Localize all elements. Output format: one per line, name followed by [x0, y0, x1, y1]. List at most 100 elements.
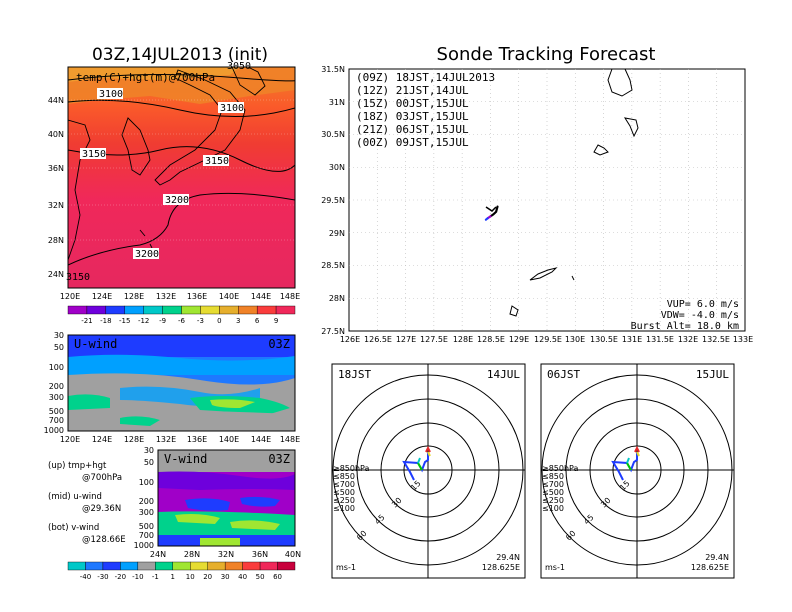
u-wind-y-ticks: 30 50 100 200 300 500 700 1000	[44, 331, 64, 435]
colorbar-swatch	[124, 305, 144, 315]
contour-label: 3100	[99, 89, 123, 100]
lat-tick: 30.5N	[321, 130, 345, 139]
lat-tick: 31N	[329, 98, 345, 107]
pressure-legend-item: ≤500	[333, 488, 355, 497]
colorbar-swatch	[172, 561, 191, 571]
temp-map-panel: 03Z,14JUL2013 (init) 3050 temp(	[48, 45, 300, 325]
lat-tick: 28N	[48, 236, 64, 245]
legend-entry: (09Z) 18JST,14JUL2013	[356, 71, 495, 84]
pressure-tick: 50	[54, 343, 64, 352]
colorbar-swatch	[224, 561, 243, 571]
colorbar-swatch	[275, 305, 296, 315]
colorbar-label: -12	[138, 317, 149, 325]
lon-tick: 144E	[251, 435, 271, 444]
colorbar-swatch	[200, 305, 220, 315]
colorbar-swatch	[120, 561, 139, 571]
pressure-tick: 200	[49, 382, 64, 391]
hodograph-panel-2: 06JST 15JUL 29.4N 128.625E ms-1 15 30 45…	[540, 363, 735, 579]
colorbar-swatch	[277, 561, 296, 571]
pressure-tick: 100	[139, 478, 154, 487]
lon-tick: 124E	[92, 435, 112, 444]
trajectory-segment	[484, 217, 489, 221]
colorbar-label: -1	[152, 573, 159, 581]
pressure-tick: 700	[49, 416, 64, 425]
lon-tick: 129E	[509, 335, 529, 344]
colorbar-swatch	[256, 305, 277, 315]
lat-tick: 28N	[184, 550, 200, 559]
colorbar-swatch	[242, 561, 261, 571]
temp-colorbar: -21 -18 -15 -12 -9 -6 -3 0 3 6 9	[67, 305, 296, 325]
hodo-1-lon: 128.625E	[482, 563, 520, 572]
lon-tick: 131.5E	[646, 335, 674, 344]
pressure-legend-item: ≥850hPa	[333, 464, 370, 473]
colorbar-swatch	[86, 305, 107, 315]
sonde-legend: (09Z) 18JST,14JUL2013 (12Z) 21JST,14JUL …	[356, 71, 495, 149]
contour-label: 3150	[205, 156, 229, 167]
pressure-legend-item: ≤700	[542, 480, 564, 489]
lon-tick: 144E	[251, 292, 271, 301]
colorbar-label: -20	[115, 573, 126, 581]
hodograph-panel-1: 18JST 14JUL 29.4N 128.625E ms-1 15 30 45…	[331, 363, 526, 579]
hodo-1-lat: 29.4N	[496, 553, 520, 562]
lat-tick: 31.5N	[321, 65, 345, 74]
sonde-params: VUP= 6.0 m/s VDW= -4.0 m/s Burst Alt= 18…	[631, 299, 739, 332]
pressure-legend-item: ≤500	[542, 488, 564, 497]
colorbar-label: -10	[132, 573, 143, 581]
pressure-legend-item: ≤100	[333, 504, 355, 513]
colorbar-swatch	[155, 561, 173, 571]
v-wind-time: 03Z	[268, 452, 290, 466]
pressure-tick: 1000	[44, 426, 64, 435]
sonde-lon-ticks: 126E 126.5E 127E 127.5E 128E 128.5E 129E…	[340, 335, 753, 344]
lon-tick: 131E	[622, 335, 642, 344]
lon-tick: 140E	[219, 435, 239, 444]
pressure-legend-item: ≥850hPa	[542, 464, 579, 473]
pressure-legend-item: ≤700	[333, 480, 355, 489]
colorbar-label: 0	[217, 317, 221, 325]
colorbar-swatch	[102, 561, 121, 571]
pressure-tick: 30	[54, 331, 64, 340]
v-wind-panel: V-wind 03Z 30 50 100 200 300 500 700 100…	[134, 446, 301, 559]
lon-tick: 132E	[156, 435, 176, 444]
pressure-legend-item: ≤850	[333, 472, 355, 481]
note-bot: (bot) v-wind	[48, 523, 99, 533]
colorbar-swatch	[85, 561, 104, 571]
hodo-2-lon: 128.625E	[691, 563, 729, 572]
lon-tick: 148E	[280, 292, 300, 301]
lon-tick: 132E	[156, 292, 176, 301]
lat-tick: 32N	[48, 201, 64, 210]
note-up: (up) tmp+hgt	[48, 461, 107, 471]
lon-tick: 132.5E	[702, 335, 730, 344]
note-up-level: @700hPa	[82, 473, 122, 483]
sonde-map-panel: Sonde Tracking Forecast (09Z) 18JST,14JU…	[321, 44, 753, 344]
lon-tick: 126.5E	[364, 335, 392, 344]
temp-map-lon-ticks: 120E 124E 128E 132E 136E 140E 144E 148E	[60, 292, 300, 301]
pressure-legend-item: ≤850	[542, 472, 564, 481]
lat-tick: 28.5N	[321, 261, 345, 270]
pressure-tick: 200	[139, 497, 154, 506]
pressure-tick: 500	[139, 522, 154, 531]
lon-tick: 136E	[187, 292, 207, 301]
lat-tick: 24N	[48, 270, 64, 279]
pressure-legend-item: ≤250	[542, 496, 564, 505]
u-wind-title: U-wind	[74, 337, 117, 351]
temp-map-lat-ticks: 44N 40N 36N 32N 28N 24N	[48, 96, 64, 279]
lat-tick: 40N	[48, 130, 64, 139]
sonde-trajectory	[484, 205, 499, 221]
lat-tick: 36N	[252, 550, 268, 559]
lon-tick: 128E	[453, 335, 473, 344]
lon-tick: 120E	[60, 292, 80, 301]
lon-tick: 140E	[219, 292, 239, 301]
hodo-1-date: 14JUL	[487, 368, 520, 381]
pressure-tick: 100	[49, 363, 64, 372]
colorbar-label: 60	[273, 573, 282, 581]
lon-tick: 133E	[733, 335, 753, 344]
pressure-tick: 30	[144, 446, 154, 455]
colorbar-label: -30	[97, 573, 108, 581]
panel-notes: (up) tmp+hgt @700hPa (mid) u-wind @29.36…	[48, 461, 126, 545]
contour-label: 3150	[82, 149, 106, 160]
contour-labels: 3100 3100 3150 3150 3200 3200 3150	[66, 88, 244, 283]
legend-entry: (21Z) 06JST,15JUL	[356, 123, 469, 136]
u-wind-time: 03Z	[268, 337, 290, 351]
top-contour-label: 3050	[227, 61, 251, 72]
colorbar-swatch	[162, 305, 182, 315]
